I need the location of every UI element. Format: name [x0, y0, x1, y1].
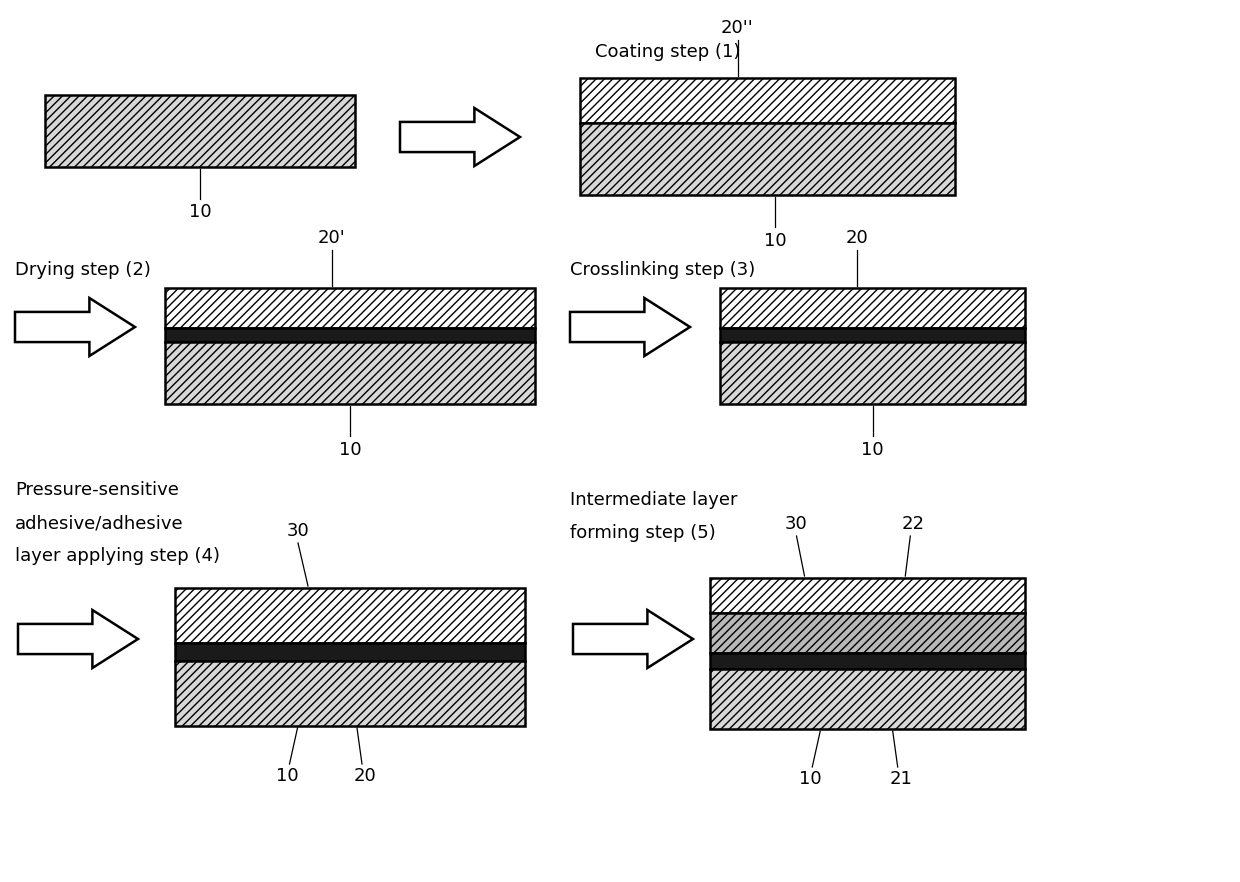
- Bar: [580, 78, 955, 123]
- Bar: [711, 653, 1025, 669]
- Text: 20': 20': [317, 229, 346, 247]
- Text: 10: 10: [277, 767, 299, 785]
- Bar: [720, 328, 1025, 342]
- Polygon shape: [573, 610, 693, 668]
- Text: layer applying step (4): layer applying step (4): [15, 547, 219, 565]
- Text: 21: 21: [889, 770, 913, 788]
- Text: Intermediate layer: Intermediate layer: [570, 491, 738, 509]
- Text: 10: 10: [799, 770, 822, 788]
- Bar: [711, 613, 1025, 653]
- Text: 10: 10: [862, 441, 884, 459]
- Polygon shape: [401, 108, 520, 166]
- Bar: [165, 288, 534, 328]
- Text: 30: 30: [286, 522, 309, 540]
- Bar: [165, 328, 534, 342]
- Text: Crosslinking step (3): Crosslinking step (3): [570, 261, 755, 279]
- Bar: [45, 95, 355, 167]
- Bar: [580, 123, 955, 195]
- Text: 10: 10: [764, 232, 786, 250]
- Text: Pressure-sensitive: Pressure-sensitive: [15, 481, 179, 499]
- Bar: [720, 342, 1025, 404]
- Text: forming step (5): forming step (5): [570, 524, 715, 542]
- Text: 22: 22: [901, 515, 925, 533]
- Text: Drying step (2): Drying step (2): [15, 261, 151, 279]
- Bar: [711, 578, 1025, 613]
- Text: 20: 20: [846, 229, 869, 247]
- Bar: [165, 342, 534, 404]
- Text: 20: 20: [353, 767, 377, 785]
- Polygon shape: [19, 610, 138, 668]
- Bar: [711, 669, 1025, 729]
- Bar: [720, 288, 1025, 328]
- Bar: [175, 643, 525, 661]
- Text: 30: 30: [785, 515, 808, 533]
- Polygon shape: [570, 298, 689, 356]
- Text: 10: 10: [339, 441, 361, 459]
- Text: Coating step (1): Coating step (1): [595, 43, 740, 61]
- Polygon shape: [15, 298, 135, 356]
- Text: 20'': 20'': [722, 19, 754, 37]
- Bar: [175, 661, 525, 726]
- Bar: [175, 588, 525, 643]
- Text: 10: 10: [188, 203, 211, 221]
- Text: adhesive/adhesive: adhesive/adhesive: [15, 514, 184, 532]
